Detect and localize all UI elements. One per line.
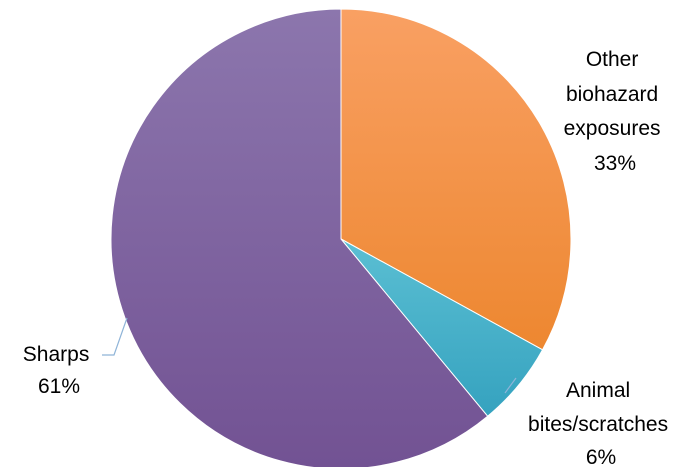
slice-label-sharps: Sharps 61% <box>23 343 95 398</box>
leader-line-animal-bites <box>504 377 517 394</box>
leader-line-sharps <box>102 317 128 356</box>
pie-slice-other-biohazard <box>340 8 572 351</box>
pie-slice-sharps <box>110 8 489 467</box>
slice-label-animal-bites: Animal bites/scratches 6% <box>528 379 674 467</box>
slice-labels: Other biohazard exposures 33% Animal bit… <box>23 48 674 467</box>
leader-lines <box>102 317 517 394</box>
pie-slices <box>110 8 572 467</box>
slice-label-other-biohazard: Other biohazard exposures 33% <box>564 48 667 175</box>
